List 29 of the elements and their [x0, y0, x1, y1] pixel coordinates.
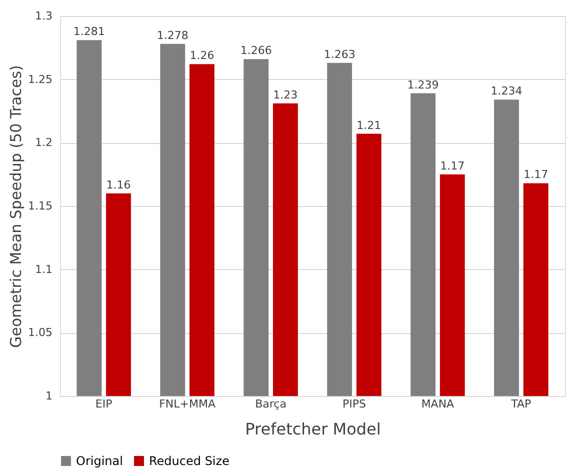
data-label: 1.16 [106, 178, 131, 192]
y-tick-label: 1.15 [28, 200, 52, 212]
x-tick-label: PIPS [342, 398, 366, 410]
data-label: 1.263 [324, 48, 356, 61]
data-label: 1.234 [490, 84, 522, 98]
y-tick-label: 1.1 [35, 262, 52, 276]
y-axis-title: Geometric Mean Speedup (50 Traces) [7, 65, 26, 348]
y-tick-label: 1.2 [35, 136, 52, 150]
data-label: 1.281 [73, 25, 105, 38]
x-tick-label: MANA [421, 398, 455, 410]
data-label: 1.266 [240, 44, 272, 58]
y-tick-label: 1.25 [28, 72, 52, 86]
x-tick-label: FNL+MMA [159, 398, 216, 410]
data-label: 1.26 [190, 49, 214, 62]
data-label: 1.23 [273, 88, 298, 102]
x-tick-label: EIP [95, 398, 113, 410]
data-label: 1.17 [440, 159, 465, 172]
legend-label: Reduced Size [149, 454, 230, 468]
y-tick-label: 1.05 [28, 326, 52, 340]
data-label: 1.278 [156, 28, 188, 42]
y-tick-label: 1.3 [35, 10, 52, 22]
x-tick-label: Barça [255, 398, 286, 410]
legend-label: Original [76, 454, 123, 468]
data-label: 1.21 [356, 118, 382, 132]
data-label: 1.17 [524, 168, 548, 182]
data-label: 1.239 [407, 78, 439, 92]
x-tick-label: TAP [510, 398, 532, 410]
x-axis-title: Prefetcher Model [245, 420, 381, 438]
y-tick-label: 1 [46, 390, 52, 402]
